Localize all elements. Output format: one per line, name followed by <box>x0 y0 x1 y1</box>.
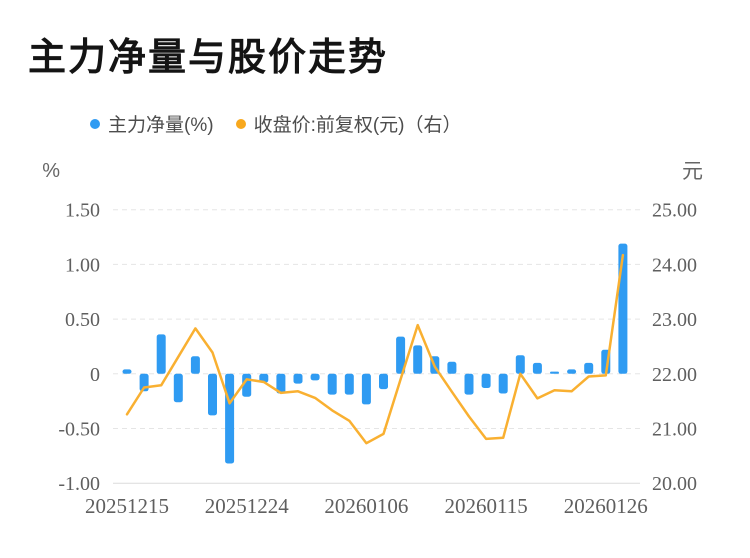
bar <box>413 345 423 374</box>
bar <box>481 373 491 389</box>
bar <box>515 355 525 374</box>
bar <box>173 373 183 403</box>
bar <box>293 373 303 384</box>
svg-text:1.00: 1.00 <box>65 254 100 276</box>
legend-dot-blue-icon <box>90 118 100 129</box>
bar <box>464 373 474 395</box>
bar <box>122 369 132 374</box>
gridlines <box>113 209 640 484</box>
bar <box>550 371 559 374</box>
bar <box>208 373 217 416</box>
bar <box>156 334 166 374</box>
svg-text:0: 0 <box>90 364 100 386</box>
svg-text:20251224: 20251224 <box>205 494 290 518</box>
right-axis-labels: 25.00 24.00 23.00 22.00 21.00 20.00 <box>652 200 697 496</box>
legend: 主力净量(%) 收盘价:前复权(元)（右） <box>90 110 462 137</box>
right-axis-unit: 元 <box>682 160 703 183</box>
svg-text:20251215: 20251215 <box>85 494 169 518</box>
svg-text:23.00: 23.00 <box>652 309 697 331</box>
bar <box>259 373 269 383</box>
bar <box>344 373 354 395</box>
bar <box>276 373 286 394</box>
svg-text:22.00: 22.00 <box>652 364 697 386</box>
bar <box>361 373 371 405</box>
bar <box>532 362 542 374</box>
bar <box>567 369 577 374</box>
legend-item-close-price[interactable]: 收盘价:前复权(元)（右） <box>235 110 462 137</box>
svg-text:25.00: 25.00 <box>652 200 697 222</box>
bar <box>584 362 594 374</box>
bars-main-net-volume <box>122 243 628 464</box>
svg-text:20260106: 20260106 <box>324 494 408 518</box>
svg-text:-0.50: -0.50 <box>58 419 100 441</box>
bar <box>379 373 388 390</box>
bar <box>498 373 508 394</box>
bar <box>447 361 457 374</box>
svg-text:-1.00: -1.00 <box>58 473 100 495</box>
legend-item-main-net-volume[interactable]: 主力净量(%) <box>90 110 214 137</box>
svg-text:20260126: 20260126 <box>564 494 648 518</box>
chart-title: 主力净量与股价走势 <box>28 37 389 79</box>
bar <box>225 373 235 464</box>
x-axis-labels: 20251215 20251224 20260106 20260115 20260126 <box>85 494 648 518</box>
bar <box>327 373 337 395</box>
svg-text:24.00: 24.00 <box>652 254 697 276</box>
svg-text:21.00: 21.00 <box>652 419 697 441</box>
svg-text:20.00: 20.00 <box>652 473 697 495</box>
left-axis-unit: % <box>42 160 60 182</box>
price-line <box>125 253 625 445</box>
bar <box>396 336 406 374</box>
svg-text:1.50: 1.50 <box>65 200 100 222</box>
legend-label-main-net-volume: 主力净量(%) <box>108 115 214 136</box>
svg-text:20260115: 20260115 <box>444 494 527 518</box>
left-axis-labels: 1.50 1.00 0.50 0 -0.50 -1.00 <box>58 200 100 496</box>
bar <box>310 373 320 381</box>
legend-label-close-price: 收盘价:前复权(元)（右） <box>253 115 462 136</box>
svg-text:0.50: 0.50 <box>65 309 100 331</box>
legend-dot-yellow-icon <box>235 118 246 129</box>
bar <box>190 356 200 374</box>
